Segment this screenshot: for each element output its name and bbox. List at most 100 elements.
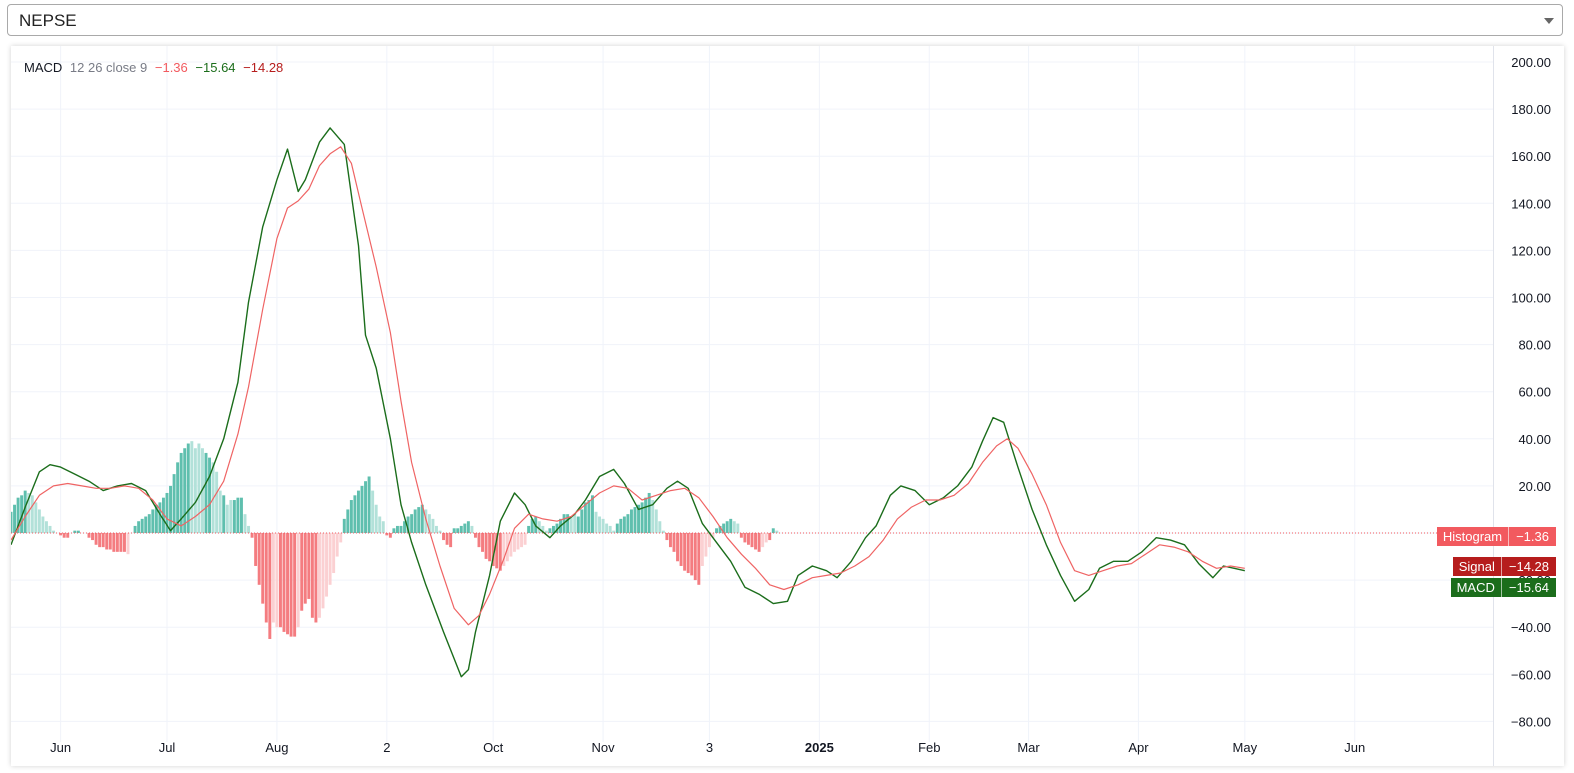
histogram-bar — [190, 441, 194, 533]
histogram-bar — [644, 497, 648, 533]
histogram-tag-value: −1.36 — [1508, 526, 1556, 546]
histogram-bar — [715, 528, 719, 533]
histogram-bar — [771, 528, 775, 533]
signal-tag-value: −14.28 — [1500, 557, 1556, 577]
histogram-bar — [693, 533, 697, 581]
histogram-bar — [527, 525, 531, 533]
histogram-bar — [413, 509, 417, 533]
y-tick-label: −80.00 — [1511, 714, 1551, 729]
histogram-bar — [442, 533, 446, 541]
histogram-bar — [459, 525, 463, 533]
histogram-bar — [115, 533, 119, 552]
histogram-bar — [91, 533, 95, 541]
histogram-bar — [498, 533, 502, 571]
histogram-bar — [335, 533, 339, 557]
histogram-bar — [342, 518, 346, 533]
x-tick-label: May — [1233, 740, 1258, 755]
histogram-bar — [112, 533, 116, 552]
histogram-bar — [137, 521, 141, 533]
histogram-bar — [764, 533, 768, 543]
histogram-bar — [325, 533, 329, 597]
x-tick-label: Aug — [265, 740, 288, 755]
histogram-price-tag: Histogram −1.36 — [1436, 526, 1556, 546]
histogram-bar — [438, 530, 442, 533]
histogram-bar — [750, 533, 754, 548]
histogram-bar — [59, 533, 63, 536]
histogram-bar — [608, 525, 612, 533]
histogram-bar — [52, 530, 56, 533]
histogram-bar — [473, 533, 477, 538]
histogram-bar — [41, 516, 45, 533]
histogram-bar — [62, 533, 66, 538]
histogram-bar — [637, 504, 641, 533]
time-axis[interactable]: Jun Jul Aug 2 Oct Nov 3 2025 Feb Mar Apr May Jun — [50, 740, 1365, 755]
symbol-select-value: NEPSE — [19, 11, 77, 30]
histogram-bar — [232, 500, 236, 533]
histogram-bar — [310, 533, 314, 618]
chevron-down-icon[interactable] — [1544, 18, 1554, 24]
histogram-bar — [583, 502, 587, 533]
histogram-bar — [403, 521, 407, 533]
histogram-bar — [427, 514, 431, 533]
legend-signal-value: −14.28 — [243, 60, 284, 75]
histogram-bar — [502, 533, 506, 566]
histogram-bar — [732, 521, 736, 533]
histogram-bar — [424, 509, 428, 533]
histogram-bar — [615, 523, 619, 533]
histogram-bar — [147, 514, 151, 533]
price-axis[interactable]: 200.00 180.00 160.00 140.00 120.00 100.00 80.0… — [1511, 55, 1551, 729]
histogram-bar — [541, 525, 545, 533]
histogram-bar — [27, 492, 31, 533]
histogram-bar — [186, 443, 190, 533]
symbol-select[interactable]: NEPSE — [7, 4, 1563, 36]
histogram-bar — [622, 516, 626, 533]
histogram-bar — [410, 514, 414, 533]
histogram-bar — [378, 516, 382, 533]
y-tick-label: 20.00 — [1518, 479, 1551, 494]
histogram-bar — [725, 521, 729, 533]
histogram-bar — [587, 500, 591, 533]
histogram-bar — [321, 533, 325, 609]
histogram-bar — [466, 521, 470, 533]
histogram-bar — [317, 533, 321, 618]
histogram-bar — [293, 533, 297, 637]
x-tick-label: Mar — [1017, 740, 1040, 755]
histogram-bar — [449, 533, 453, 548]
x-tick-label: Apr — [1128, 740, 1149, 755]
histogram-bar — [257, 533, 261, 585]
chart-grid — [11, 46, 1494, 766]
histogram-bar — [647, 492, 651, 533]
x-tick-label: Jun — [1344, 740, 1365, 755]
histogram-bar — [158, 502, 162, 533]
histogram-bar — [477, 533, 481, 548]
histogram-bar — [30, 495, 34, 533]
histogram-bar — [736, 523, 740, 533]
macd-chart[interactable]: 200.00 180.00 160.00 140.00 120.00 100.00 80.0… — [11, 46, 1564, 766]
y-tick-label: 140.00 — [1511, 196, 1551, 211]
histogram-bar — [48, 525, 52, 533]
histogram-bar — [598, 516, 602, 533]
signal-tag-label: Signal — [1458, 559, 1495, 575]
y-tick-label: 40.00 — [1518, 432, 1551, 447]
histogram-bar — [672, 533, 676, 552]
histogram-bar — [20, 495, 24, 533]
histogram-bar — [491, 533, 495, 566]
histogram-bar — [679, 533, 683, 566]
histogram-bar — [722, 523, 726, 533]
histogram-bar — [381, 521, 385, 533]
histogram-bar — [566, 514, 570, 533]
histogram-bar — [346, 509, 350, 533]
histogram-bar — [296, 533, 300, 628]
y-tick-label: 200.00 — [1511, 55, 1551, 70]
histogram-bar — [215, 471, 219, 533]
x-tick-label: Oct — [483, 740, 504, 755]
histogram-bar — [73, 530, 77, 533]
x-tick-label: Feb — [918, 740, 940, 755]
histogram-bar — [612, 530, 616, 533]
macd-line — [11, 127, 1245, 678]
histogram-bar — [640, 502, 644, 533]
histogram-bar — [704, 533, 708, 557]
histogram-bar — [481, 533, 485, 552]
indicator-legend[interactable]: MACD 12 26 close 9 −1.36 −15.64 −14.28 — [24, 60, 287, 75]
macd-chart-panel[interactable]: 200.00 180.00 160.00 140.00 120.00 100.00 80.0… — [11, 46, 1564, 766]
